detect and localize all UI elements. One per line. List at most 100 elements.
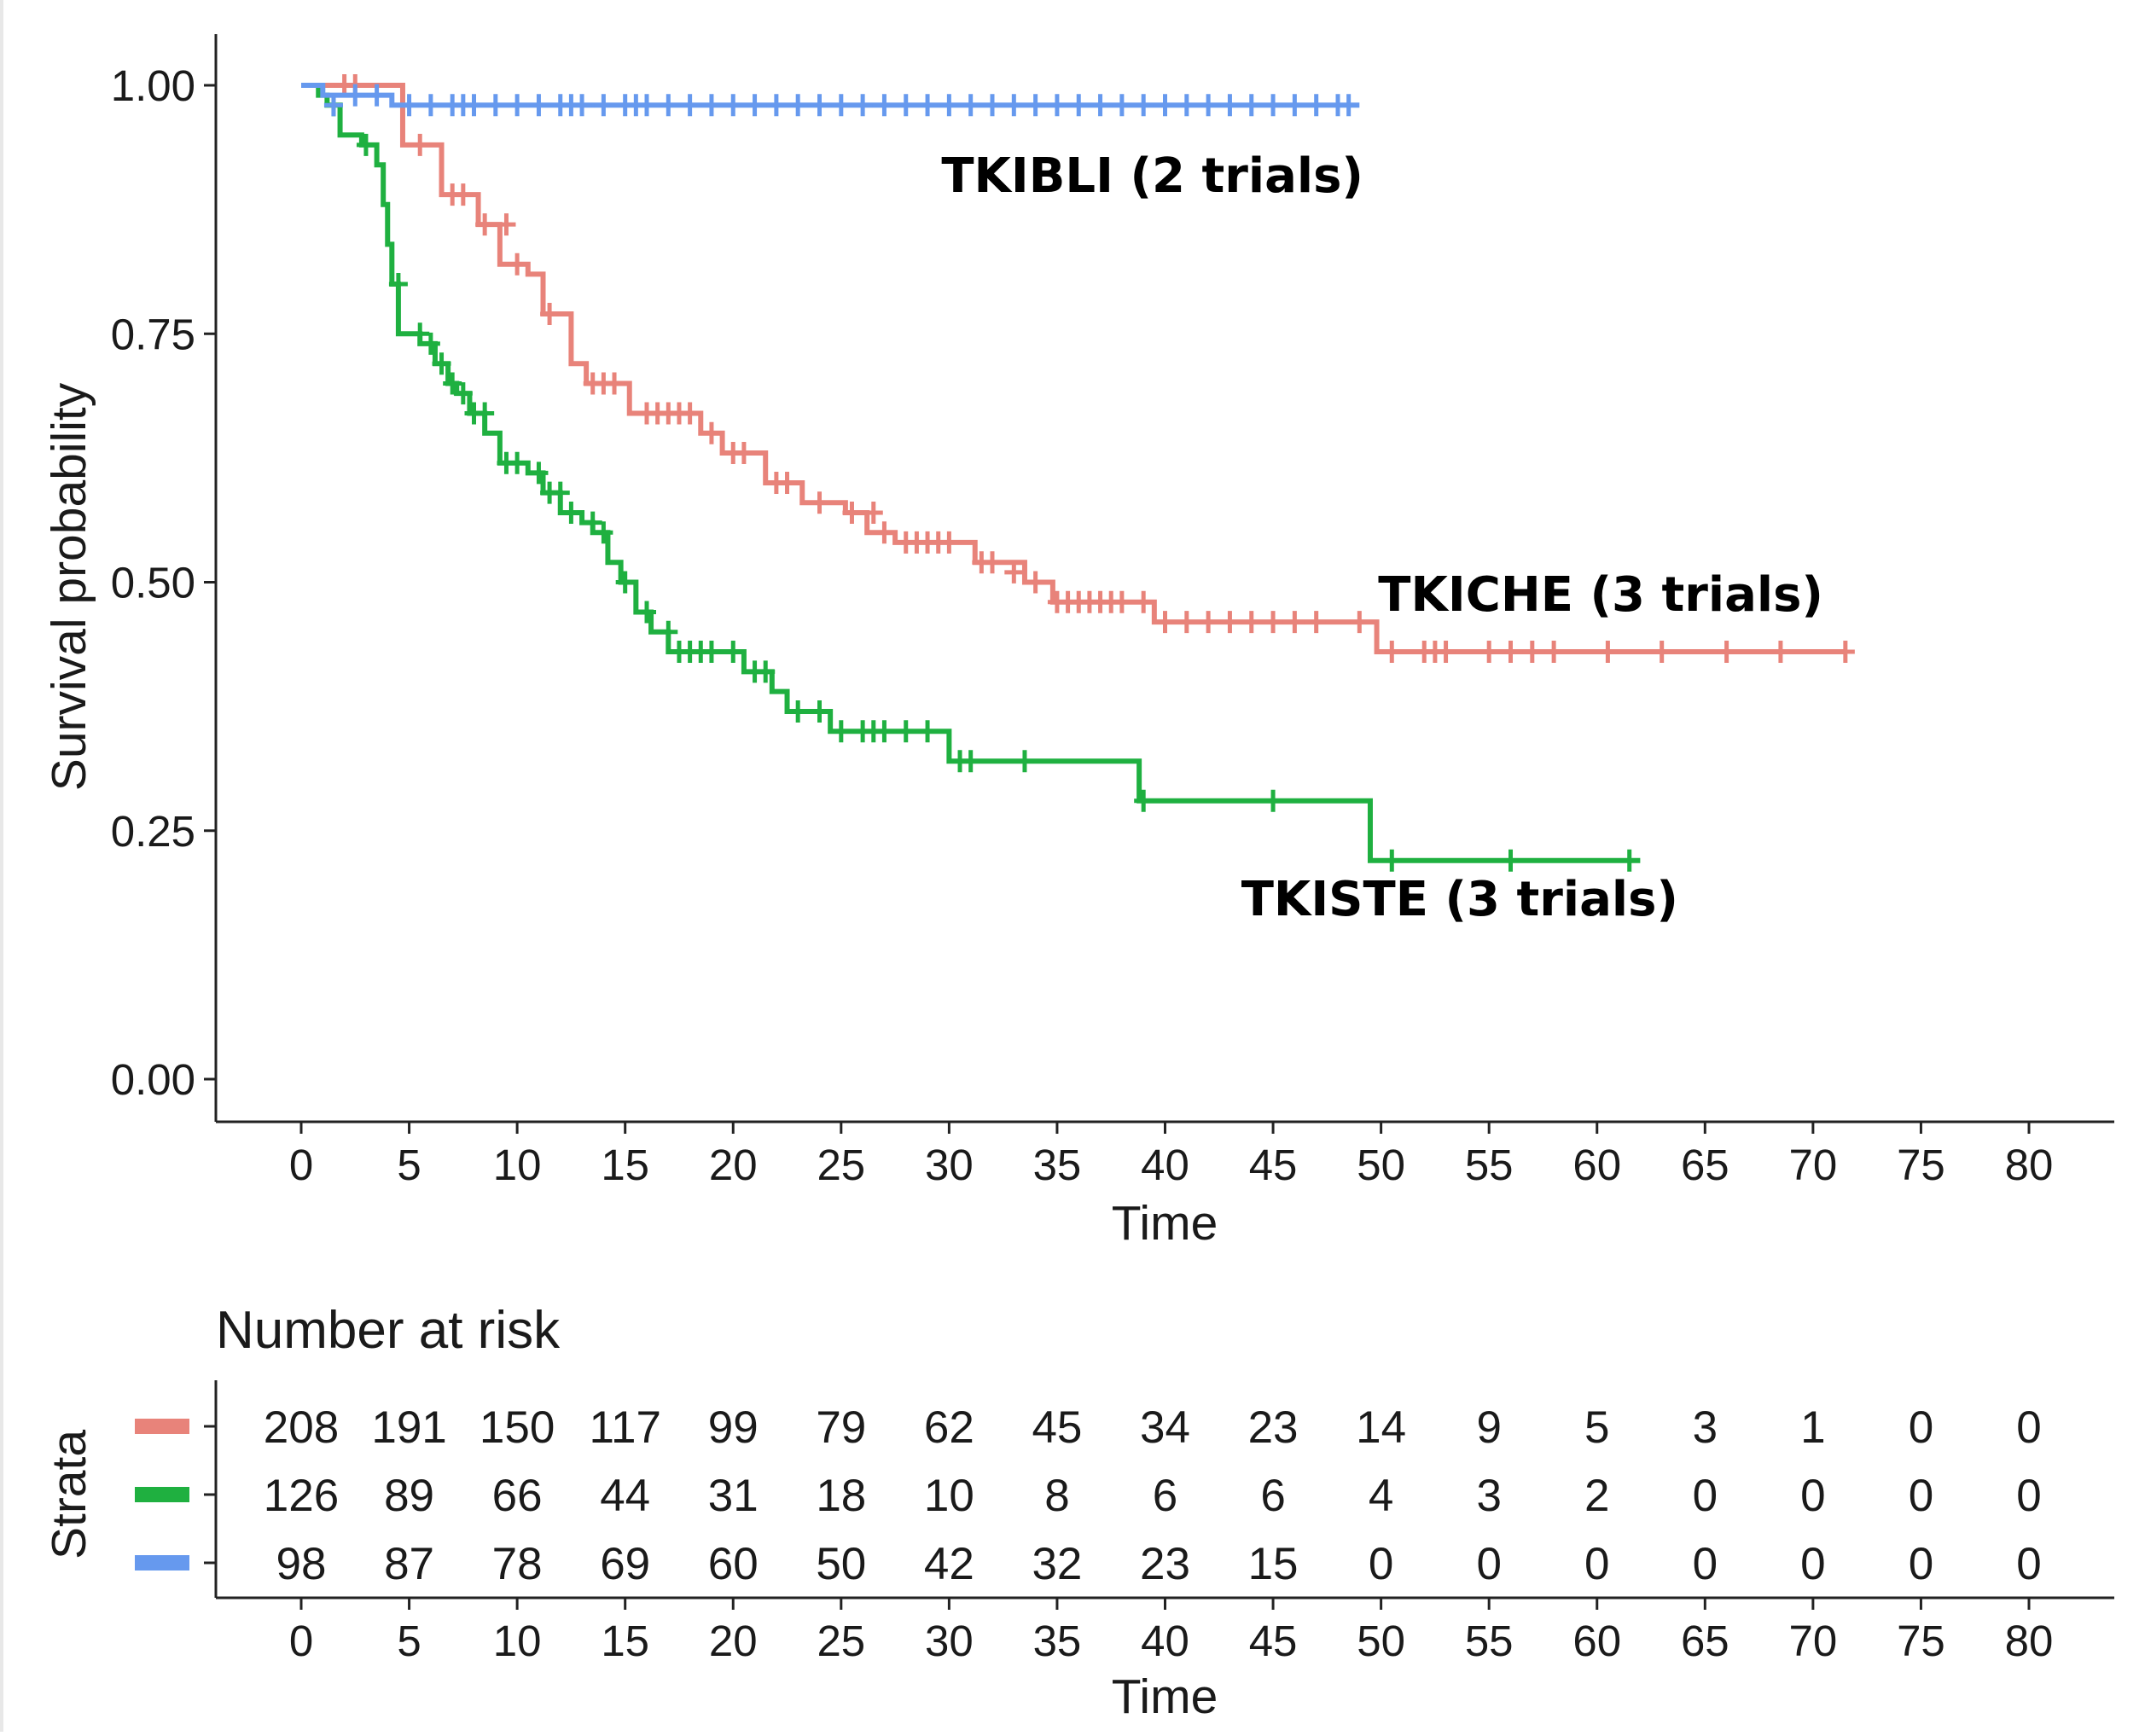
censor-mark-tkiste bbox=[475, 402, 495, 425]
censor-mark-tkiste bbox=[1501, 849, 1520, 872]
censor-mark-tkibli bbox=[875, 94, 894, 117]
risk-count-tkibli: 0 bbox=[1909, 1539, 1933, 1589]
risk-x-tick-label: 10 bbox=[493, 1617, 542, 1665]
censor-mark-tkiste bbox=[1014, 750, 1034, 773]
censor-mark-tkiche bbox=[939, 531, 959, 554]
censor-mark-tkiste bbox=[1134, 789, 1154, 812]
censor-mark-tkiche bbox=[1717, 641, 1736, 664]
censor-mark-tkiste bbox=[508, 451, 527, 474]
y-axis-title: Survival probability bbox=[42, 382, 96, 791]
censor-mark-tkibli bbox=[508, 94, 527, 117]
annotation-tkiche: TKICHE (3 trials) bbox=[1378, 567, 1823, 623]
risk-count-tkiche: 34 bbox=[1140, 1402, 1190, 1453]
annotation-tkibli: TKIBLI (2 trials) bbox=[941, 148, 1363, 204]
risk-count-tkiche: 117 bbox=[589, 1402, 661, 1453]
censor-mark-tkiche bbox=[1241, 611, 1261, 634]
censor-mark-tkiste bbox=[918, 720, 938, 743]
censor-mark-tkibli bbox=[1155, 94, 1175, 117]
risk-count-tkiche: 208 bbox=[264, 1402, 339, 1453]
risk-count-tkiste: 0 bbox=[1909, 1471, 1933, 1521]
censor-mark-tkiche bbox=[540, 302, 560, 325]
risk-x-tick-label: 5 bbox=[397, 1617, 421, 1665]
x-tick-label: 60 bbox=[1572, 1141, 1621, 1189]
censor-mark-tkibli bbox=[918, 94, 938, 117]
censor-mark-tkibli bbox=[810, 94, 829, 117]
censor-mark-tkibli bbox=[853, 94, 873, 117]
x-tick-label: 35 bbox=[1033, 1141, 1082, 1189]
censor-mark-tkiche bbox=[1177, 611, 1196, 634]
censor-mark-tkiche bbox=[508, 253, 527, 276]
risk-count-tkiche: 0 bbox=[1909, 1402, 1933, 1453]
censor-mark-tkiche bbox=[1598, 641, 1618, 664]
censor-mark-tkiche bbox=[410, 133, 430, 156]
censor-mark-tkibli bbox=[961, 94, 980, 117]
risk-count-tkiste: 8 bbox=[1044, 1471, 1069, 1521]
risk-count-tkibli: 0 bbox=[1800, 1539, 1825, 1589]
risk-x-tick-label: 65 bbox=[1681, 1617, 1729, 1665]
risk-x-tick-label: 55 bbox=[1465, 1617, 1514, 1665]
censor-mark-tkiche bbox=[1544, 641, 1564, 664]
censor-mark-tkibli bbox=[983, 94, 1002, 117]
censor-mark-tkibli bbox=[464, 94, 484, 117]
censor-mark-tkiche bbox=[1004, 560, 1024, 584]
risk-count-tkibli: 0 bbox=[2016, 1539, 2041, 1589]
censor-mark-tkiste bbox=[788, 700, 808, 723]
km-curve-tkiche bbox=[301, 83, 1846, 655]
risk-count-tkibli: 78 bbox=[492, 1539, 543, 1589]
censor-mark-tkiste bbox=[388, 273, 408, 295]
x-tick-label: 50 bbox=[1357, 1141, 1405, 1189]
censor-mark-tkibli bbox=[323, 94, 343, 117]
x-tick-label: 70 bbox=[1789, 1141, 1838, 1189]
risk-count-tkiche: 0 bbox=[2016, 1402, 2041, 1453]
censor-mark-tkibli bbox=[1090, 94, 1110, 117]
censor-mark-tkiste bbox=[756, 660, 776, 683]
censor-mark-tkiche bbox=[1026, 571, 1045, 594]
risk-x-tick-label: 20 bbox=[709, 1617, 758, 1665]
censor-mark-tkibli bbox=[1339, 94, 1358, 117]
censor-mark-tkiche bbox=[734, 442, 753, 465]
censor-mark-tkibli bbox=[573, 94, 592, 117]
x-tick-label: 15 bbox=[601, 1141, 649, 1189]
risk-x-tick-label: 70 bbox=[1789, 1617, 1838, 1665]
censor-mark-tkiche bbox=[1522, 641, 1542, 664]
risk-count-tkibli: 42 bbox=[924, 1539, 974, 1589]
censor-mark-tkibli bbox=[1199, 94, 1218, 117]
censor-mark-tkiste bbox=[961, 750, 980, 773]
censor-mark-tkiste bbox=[356, 133, 375, 156]
censor-mark-tkibli bbox=[1241, 94, 1261, 117]
x-tick-label: 65 bbox=[1681, 1141, 1729, 1189]
censor-mark-tkiste bbox=[810, 700, 829, 723]
risk-count-tkibli: 69 bbox=[600, 1539, 650, 1589]
censor-mark-tkiste bbox=[432, 352, 451, 375]
censor-mark-tkibli bbox=[1264, 94, 1283, 117]
censor-mark-tkiste bbox=[831, 720, 851, 743]
risk-x-tick-label: 60 bbox=[1572, 1617, 1621, 1665]
strata-swatch-tkiste bbox=[135, 1487, 189, 1502]
risk-count-tkiche: 3 bbox=[1693, 1402, 1718, 1453]
censor-mark-tkiche bbox=[497, 213, 516, 236]
censor-mark-tkibli bbox=[346, 84, 365, 107]
censor-mark-tkiche bbox=[842, 501, 862, 524]
censor-mark-tkiste bbox=[637, 601, 656, 624]
risk-x-tick-label: 80 bbox=[2005, 1617, 2054, 1665]
censor-mark-tkiche bbox=[475, 213, 495, 236]
x-tick-label: 30 bbox=[925, 1141, 974, 1189]
risk-count-tkiste: 0 bbox=[2016, 1471, 2041, 1521]
risk-count-tkibli: 98 bbox=[276, 1539, 327, 1589]
censor-mark-tkibli bbox=[399, 94, 419, 117]
x-tick-label: 5 bbox=[397, 1141, 421, 1189]
risk-count-tkiche: 14 bbox=[1356, 1402, 1406, 1453]
censor-mark-tkibli bbox=[724, 94, 743, 117]
censor-mark-tkiche bbox=[1134, 590, 1154, 613]
censor-mark-tkibli bbox=[1047, 94, 1067, 117]
strata-swatch-tkiche bbox=[135, 1419, 189, 1434]
censor-mark-tkibli bbox=[680, 94, 700, 117]
y-tick-label: 0.25 bbox=[111, 807, 195, 856]
risk-count-tkiste: 3 bbox=[1476, 1471, 1501, 1521]
risk-count-tkibli: 0 bbox=[1693, 1539, 1718, 1589]
x-tick-label: 45 bbox=[1249, 1141, 1298, 1189]
censor-mark-tkiste bbox=[529, 462, 549, 485]
risk-x-tick-label: 45 bbox=[1249, 1617, 1298, 1665]
annotation-tkiste: TKISTE (3 trials) bbox=[1241, 872, 1678, 927]
